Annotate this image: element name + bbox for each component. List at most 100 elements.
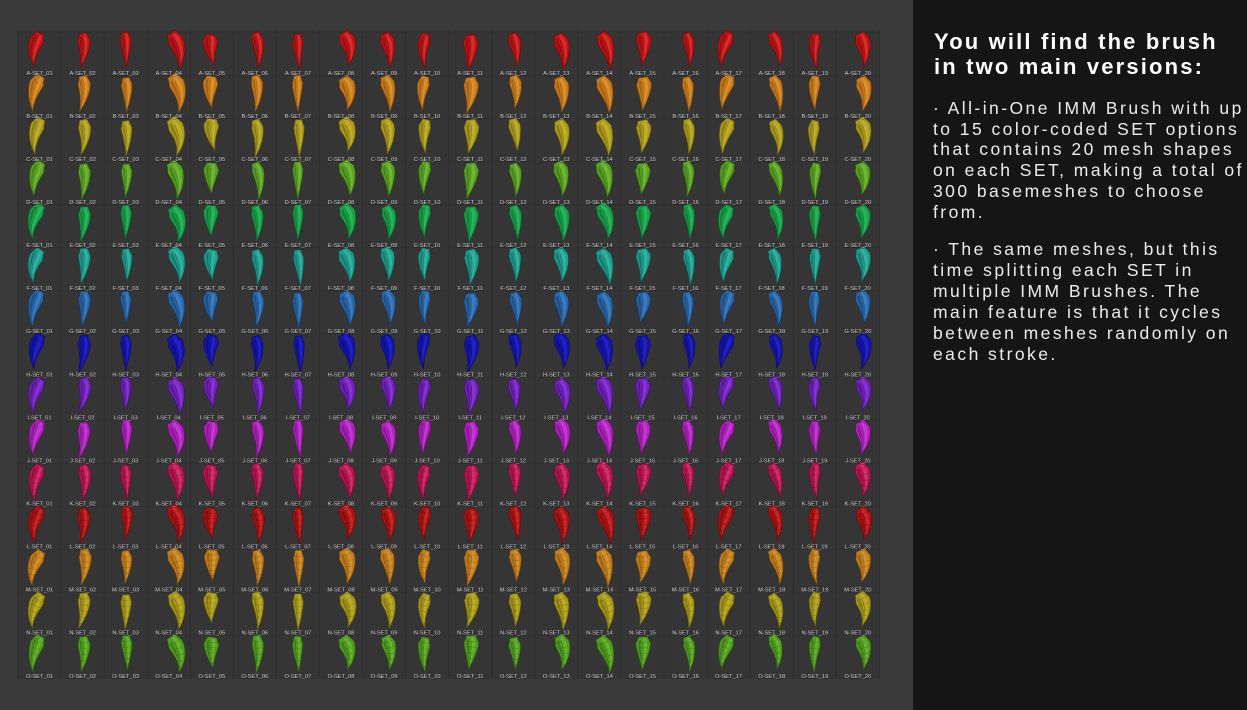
svg-text:E-SET_07: E-SET_07 bbox=[285, 243, 311, 249]
svg-text:J-SET_19: J-SET_19 bbox=[802, 458, 827, 464]
svg-text:B-SET_10: B-SET_10 bbox=[414, 114, 440, 120]
svg-text:J-SET_20: J-SET_20 bbox=[845, 458, 870, 464]
svg-text:M-SET_12: M-SET_12 bbox=[500, 588, 527, 594]
svg-text:N-SET_14: N-SET_14 bbox=[586, 631, 613, 637]
svg-text:F-SET_03: F-SET_03 bbox=[113, 286, 139, 292]
svg-text:D-SET_20: D-SET_20 bbox=[845, 200, 872, 206]
svg-text:M-SET_07: M-SET_07 bbox=[284, 588, 311, 594]
svg-text:I-SET_15: I-SET_15 bbox=[630, 415, 654, 421]
svg-text:L-SET_17: L-SET_17 bbox=[716, 545, 742, 551]
svg-text:H-SET_09: H-SET_09 bbox=[371, 372, 398, 378]
svg-text:H-SET_10: H-SET_10 bbox=[414, 372, 441, 378]
svg-text:D-SET_09: D-SET_09 bbox=[371, 200, 398, 206]
svg-text:D-SET_07: D-SET_07 bbox=[285, 200, 312, 206]
svg-text:E-SET_13: E-SET_13 bbox=[543, 243, 569, 249]
svg-text:G-SET_06: G-SET_06 bbox=[241, 329, 268, 335]
svg-text:D-SET_02: D-SET_02 bbox=[69, 200, 96, 206]
svg-text:F-SET_01: F-SET_01 bbox=[27, 286, 53, 292]
svg-text:H-SET_14: H-SET_14 bbox=[586, 372, 613, 378]
svg-text:E-SET_03: E-SET_03 bbox=[112, 243, 138, 249]
svg-text:N-SET_07: N-SET_07 bbox=[285, 631, 312, 637]
svg-text:L-SET_19: L-SET_19 bbox=[802, 545, 828, 551]
svg-text:C-SET_01: C-SET_01 bbox=[26, 157, 53, 163]
svg-text:H-SET_04: H-SET_04 bbox=[155, 372, 182, 378]
svg-text:O-SET_03: O-SET_03 bbox=[112, 674, 139, 680]
svg-text:J-SET_11: J-SET_11 bbox=[458, 458, 483, 464]
svg-text:B-SET_19: B-SET_19 bbox=[802, 114, 828, 120]
svg-text:J-SET_04: J-SET_04 bbox=[156, 458, 181, 464]
svg-text:N-SET_05: N-SET_05 bbox=[199, 631, 226, 637]
svg-text:G-SET_18: G-SET_18 bbox=[758, 329, 785, 335]
svg-text:C-SET_02: C-SET_02 bbox=[69, 157, 96, 163]
svg-text:O-SET_14: O-SET_14 bbox=[586, 674, 613, 680]
svg-text:E-SET_10: E-SET_10 bbox=[414, 243, 440, 249]
svg-text:C-SET_04: C-SET_04 bbox=[155, 157, 182, 163]
svg-text:B-SET_04: B-SET_04 bbox=[156, 114, 182, 120]
svg-text:J-SET_06: J-SET_06 bbox=[242, 458, 267, 464]
svg-text:M-SET_16: M-SET_16 bbox=[672, 588, 699, 594]
svg-text:M-SET_06: M-SET_06 bbox=[241, 588, 268, 594]
svg-text:E-SET_20: E-SET_20 bbox=[845, 243, 871, 249]
svg-text:A-SET_03: A-SET_03 bbox=[112, 71, 138, 77]
svg-text:O-SET_16: O-SET_16 bbox=[672, 674, 699, 680]
svg-text:D-SET_04: D-SET_04 bbox=[155, 200, 182, 206]
svg-text:E-SET_11: E-SET_11 bbox=[457, 243, 483, 249]
svg-text:N-SET_12: N-SET_12 bbox=[500, 631, 527, 637]
svg-text:K-SET_18: K-SET_18 bbox=[759, 502, 785, 508]
svg-text:J-SET_14: J-SET_14 bbox=[587, 458, 612, 464]
svg-text:I-SET_12: I-SET_12 bbox=[501, 415, 525, 421]
svg-text:H-SET_18: H-SET_18 bbox=[758, 372, 785, 378]
svg-text:K-SET_17: K-SET_17 bbox=[715, 502, 741, 508]
svg-text:F-SET_08: F-SET_08 bbox=[328, 286, 354, 292]
svg-text:G-SET_07: G-SET_07 bbox=[284, 329, 311, 335]
svg-text:B-SET_15: B-SET_15 bbox=[629, 114, 655, 120]
svg-text:E-SET_06: E-SET_06 bbox=[242, 243, 268, 249]
svg-text:D-SET_15: D-SET_15 bbox=[629, 200, 656, 206]
svg-text:E-SET_12: E-SET_12 bbox=[500, 243, 526, 249]
svg-text:A-SET_18: A-SET_18 bbox=[759, 71, 785, 77]
svg-text:L-SET_10: L-SET_10 bbox=[414, 545, 440, 551]
svg-text:K-SET_09: K-SET_09 bbox=[371, 502, 397, 508]
svg-text:O-SET_20: O-SET_20 bbox=[844, 674, 871, 680]
svg-text:F-SET_10: F-SET_10 bbox=[414, 286, 440, 292]
svg-text:C-SET_07: C-SET_07 bbox=[285, 157, 312, 163]
svg-text:C-SET_09: C-SET_09 bbox=[371, 157, 398, 163]
svg-text:K-SET_12: K-SET_12 bbox=[500, 502, 526, 508]
svg-text:H-SET_03: H-SET_03 bbox=[112, 372, 139, 378]
svg-text:M-SET_05: M-SET_05 bbox=[198, 588, 225, 594]
svg-text:J-SET_16: J-SET_16 bbox=[673, 458, 698, 464]
svg-text:A-SET_05: A-SET_05 bbox=[199, 71, 225, 77]
svg-text:D-SET_12: D-SET_12 bbox=[500, 200, 527, 206]
svg-text:M-SET_09: M-SET_09 bbox=[371, 588, 398, 594]
svg-text:O-SET_09: O-SET_09 bbox=[371, 674, 398, 680]
svg-text:G-SET_04: G-SET_04 bbox=[155, 329, 182, 335]
svg-text:G-SET_16: G-SET_16 bbox=[672, 329, 699, 335]
svg-text:G-SET_12: G-SET_12 bbox=[500, 329, 527, 335]
svg-text:F-SET_16: F-SET_16 bbox=[673, 286, 699, 292]
svg-text:O-SET_07: O-SET_07 bbox=[284, 674, 311, 680]
svg-text:A-SET_13: A-SET_13 bbox=[543, 71, 569, 77]
svg-text:H-SET_07: H-SET_07 bbox=[285, 372, 312, 378]
svg-text:A-SET_17: A-SET_17 bbox=[715, 71, 741, 77]
svg-text:F-SET_12: F-SET_12 bbox=[500, 286, 526, 292]
svg-text:B-SET_12: B-SET_12 bbox=[500, 114, 526, 120]
svg-text:I-SET_11: I-SET_11 bbox=[458, 415, 482, 421]
svg-text:H-SET_19: H-SET_19 bbox=[802, 372, 829, 378]
svg-text:E-SET_16: E-SET_16 bbox=[672, 243, 698, 249]
svg-text:N-SET_11: N-SET_11 bbox=[457, 631, 483, 637]
svg-text:I-SET_01: I-SET_01 bbox=[27, 415, 51, 421]
svg-text:J-SET_01: J-SET_01 bbox=[27, 458, 52, 464]
svg-text:C-SET_13: C-SET_13 bbox=[543, 157, 570, 163]
svg-text:E-SET_01: E-SET_01 bbox=[26, 243, 52, 249]
svg-text:H-SET_05: H-SET_05 bbox=[199, 372, 226, 378]
svg-text:O-SET_12: O-SET_12 bbox=[500, 674, 527, 680]
svg-text:C-SET_12: C-SET_12 bbox=[500, 157, 527, 163]
svg-text:O-SET_04: O-SET_04 bbox=[155, 674, 182, 680]
svg-text:E-SET_19: E-SET_19 bbox=[802, 243, 828, 249]
svg-text:K-SET_04: K-SET_04 bbox=[156, 502, 182, 508]
svg-text:D-SET_18: D-SET_18 bbox=[758, 200, 785, 206]
svg-text:B-SET_08: B-SET_08 bbox=[328, 114, 354, 120]
svg-text:J-SET_15: J-SET_15 bbox=[630, 458, 655, 464]
svg-text:C-SET_16: C-SET_16 bbox=[672, 157, 699, 163]
svg-text:N-SET_18: N-SET_18 bbox=[758, 631, 785, 637]
